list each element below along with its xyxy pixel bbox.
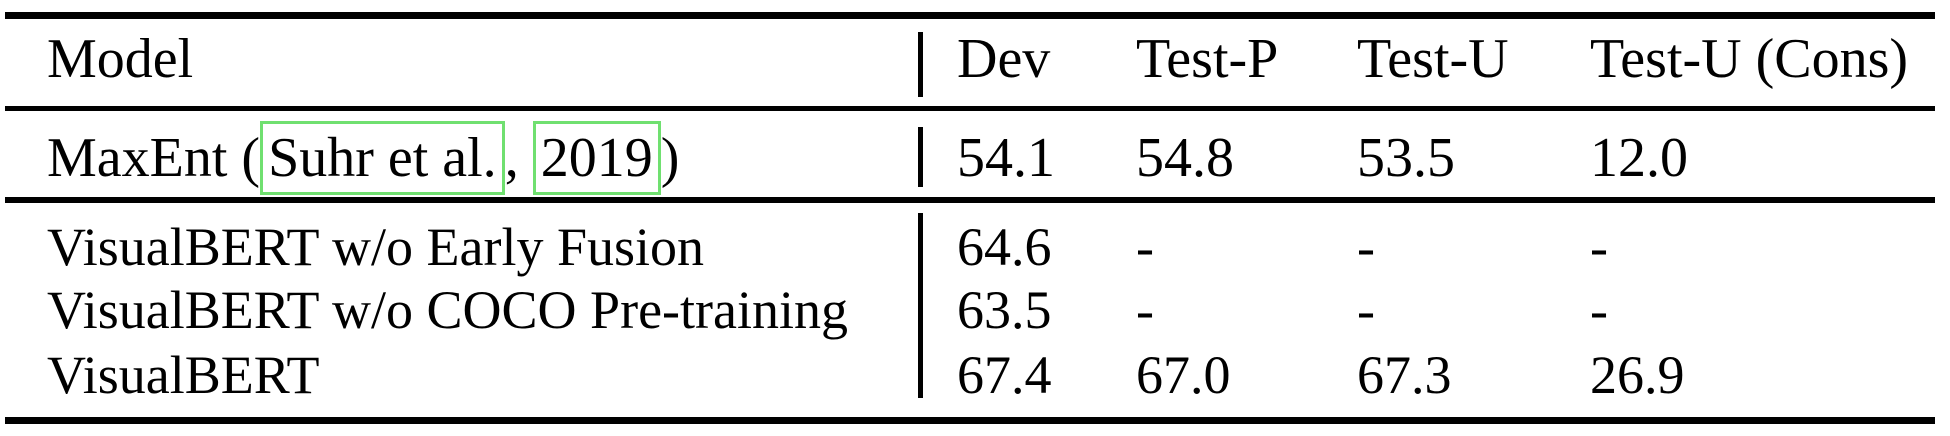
bottom-rule [5,417,1935,424]
header-rule [5,106,1935,111]
test-p-value: 54.8 [1136,127,1234,189]
test-p-value: - [1136,280,1154,340]
table-row-visualbert-wo-coco: VisualBERT w/o COCO Pre-training 63.5 - … [0,278,1950,342]
dev-value: 63.5 [957,280,1052,340]
midsection-rule [5,197,1935,203]
citation-link-author[interactable]: Suhr et al. [260,121,505,195]
test-u-cons-value: - [1590,280,1608,340]
citation-link-year[interactable]: 2019 [532,121,661,195]
model-cell: MaxEnt (Suhr et al., 2019) [47,121,680,195]
column-divider-baseline-row [918,127,923,187]
test-p-value: - [1136,217,1154,277]
col-header-test-u: Test-U [1357,28,1509,90]
model-text-prefix: MaxEnt ( [47,127,261,189]
test-u-value: 53.5 [1357,127,1455,189]
table-row-maxent: MaxEnt (Suhr et al., 2019) 54.1 54.8 53.… [0,121,1950,195]
col-header-test-p: Test-P [1136,28,1279,90]
dev-value: 67.4 [957,345,1052,405]
header-row: Model Dev Test-P Test-U Test-U (Cons) [0,27,1950,91]
test-u-value: - [1357,280,1375,340]
table-row-visualbert-wo-early-fusion: VisualBERT w/o Early Fusion 64.6 - - - [0,215,1950,279]
test-p-value: 67.0 [1136,345,1231,405]
test-u-cons-value: - [1590,217,1608,277]
col-header-test-u-cons: Test-U (Cons) [1590,28,1909,90]
col-header-dev: Dev [957,28,1051,90]
model-cell: VisualBERT w/o COCO Pre-training [47,280,848,340]
dev-value: 64.6 [957,217,1052,277]
model-cell: VisualBERT [47,345,320,405]
column-divider-body [918,213,923,398]
table-row-visualbert: VisualBERT 67.4 67.0 67.3 26.9 [0,343,1950,407]
top-rule [5,12,1935,19]
dev-value: 54.1 [957,127,1055,189]
col-header-model: Model [47,28,194,90]
model-cell: VisualBERT w/o Early Fusion [47,217,705,277]
test-u-cons-value: 12.0 [1590,127,1688,189]
test-u-value: 67.3 [1357,345,1452,405]
column-divider-header [918,32,923,97]
test-u-value: - [1357,217,1375,277]
citation-separator: , [504,127,533,189]
test-u-cons-value: 26.9 [1590,345,1685,405]
model-text-suffix: ) [660,127,680,189]
